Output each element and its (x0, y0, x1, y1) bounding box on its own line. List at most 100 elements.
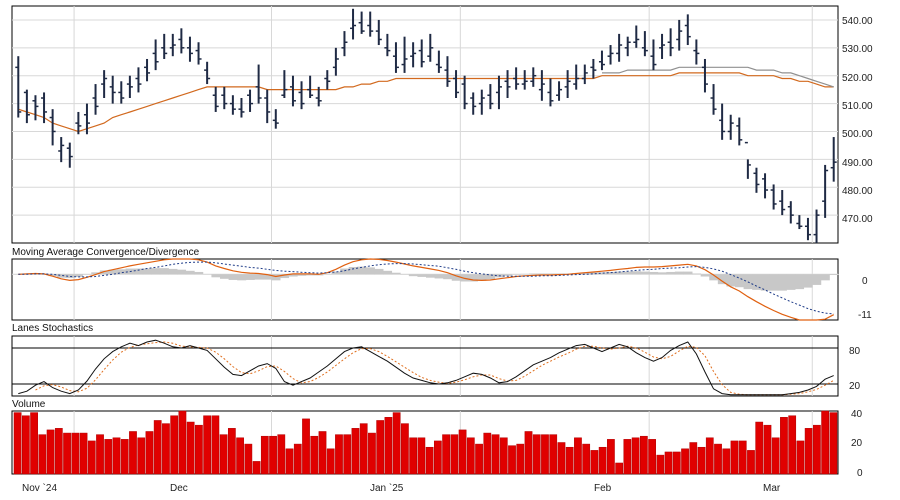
volume-bar (664, 451, 673, 475)
ohlc-bar (513, 67, 520, 90)
ohlc-bar (75, 111, 82, 135)
ohlc-bar (367, 11, 374, 37)
macd-histogram-bar (529, 273, 538, 275)
volume-bar (162, 423, 170, 475)
volume-bar (829, 412, 838, 475)
macd-histogram-bar (211, 274, 221, 278)
volume-bar (804, 428, 813, 475)
ohlc-bar (247, 89, 254, 112)
macd-frame (11, 258, 839, 321)
ohlc-bar (41, 92, 48, 124)
ohlc-bar (135, 67, 142, 93)
price-frame (11, 5, 839, 244)
macd-histogram-bar (383, 270, 393, 275)
ohlc-bar (650, 39, 657, 71)
macd-histogram-bar (159, 268, 169, 275)
price-tick-label: 490.00 (842, 158, 873, 169)
volume-bar (409, 437, 418, 475)
macd-histogram-bar (357, 266, 367, 275)
ohlc-bar (573, 64, 580, 90)
ohlc-bar (547, 78, 554, 107)
ohlc-bar (693, 39, 700, 65)
volume-bar (771, 437, 780, 475)
price-tick-label: 480.00 (842, 186, 873, 197)
ohlc-bar (779, 190, 786, 216)
macd-histogram-bar (262, 274, 272, 280)
macd-histogram-bar (735, 274, 744, 288)
macd-histogram-bar (554, 273, 564, 275)
volume-bar (788, 415, 797, 475)
ohlc-bar (126, 75, 133, 99)
ohlc-bar (556, 81, 563, 101)
ohlc-bar (375, 19, 382, 46)
volume-bar (277, 434, 286, 475)
ohlc-bar (719, 103, 726, 140)
stochastic-k-line (18, 339, 834, 396)
moving-average-line (602, 66, 834, 88)
volume-tick-label: 20 (851, 438, 863, 449)
volume-bar (656, 454, 665, 475)
volume-bar (821, 410, 830, 475)
ohlc-bar (616, 33, 623, 62)
macd-lines (18, 258, 834, 321)
x-tick-label: Feb (594, 483, 612, 494)
macd-histogram-bar (657, 272, 667, 275)
volume-bar (343, 434, 352, 475)
ohlc-bar (289, 75, 296, 107)
ohlc-bar (15, 56, 22, 118)
macd-histogram-bar (443, 274, 453, 280)
macd-line (18, 258, 834, 321)
ohlc-bar (410, 42, 417, 68)
x-tick-label: Mar (763, 483, 781, 494)
volume-bar (310, 435, 319, 475)
macd-histogram-bar (288, 274, 298, 277)
macd-histogram-bar (614, 271, 624, 275)
price-tick-label: 510.00 (842, 101, 873, 112)
volume-bar (129, 431, 137, 475)
macd-histogram-bar (632, 271, 641, 275)
volume-bar (681, 448, 689, 475)
volume-bar (516, 443, 525, 475)
volume-bar (219, 434, 228, 475)
ohlc-bar (255, 64, 262, 104)
macd-histogram-bar (752, 274, 762, 290)
volume-bar (466, 437, 475, 475)
macd-histogram-bar (177, 269, 187, 275)
volume-bar (145, 431, 154, 475)
macd-histogram-bar (408, 274, 418, 277)
volume-bar (590, 450, 599, 475)
ohlc-bar (478, 89, 485, 115)
volume-bar (170, 415, 179, 475)
ohlc-bar (229, 95, 236, 115)
macd-histogram-bar (297, 274, 307, 276)
ohlc-bar (418, 39, 425, 68)
ohlc-bar (504, 70, 511, 99)
volume-bar (153, 420, 162, 475)
macd-histogram-bar (726, 274, 736, 287)
ohlc-bar (384, 33, 391, 57)
macd-histogram-bar (674, 271, 684, 275)
macd-histogram-bar (237, 274, 247, 281)
volume-bar (71, 432, 80, 475)
ohlc-bar (676, 19, 683, 51)
ohlc-bar (607, 45, 614, 65)
ohlc-bar (641, 31, 648, 57)
macd-histogram-bar (503, 274, 513, 276)
macd-histogram-bar (795, 274, 805, 290)
volume-bar (763, 424, 772, 475)
macd-histogram-bar (417, 274, 427, 277)
ohlc-bar (204, 61, 211, 85)
macd-tick-label: -11 (858, 310, 872, 321)
volume-bar (376, 420, 385, 475)
volume-bar (211, 415, 220, 475)
ohlc-bar (813, 209, 820, 243)
macd-histogram-bar (717, 274, 727, 285)
moving-average-line (18, 72, 834, 133)
macd-histogram-bar (786, 274, 796, 290)
volume-bar (541, 434, 549, 475)
ohlc-bar (753, 167, 760, 193)
ohlc-bar (161, 33, 168, 59)
volume-bar (425, 446, 434, 475)
price-panel: 540.00 530.00 520.00 510.00 500.00 490.0… (15, 8, 873, 243)
volume-bar (689, 442, 698, 475)
